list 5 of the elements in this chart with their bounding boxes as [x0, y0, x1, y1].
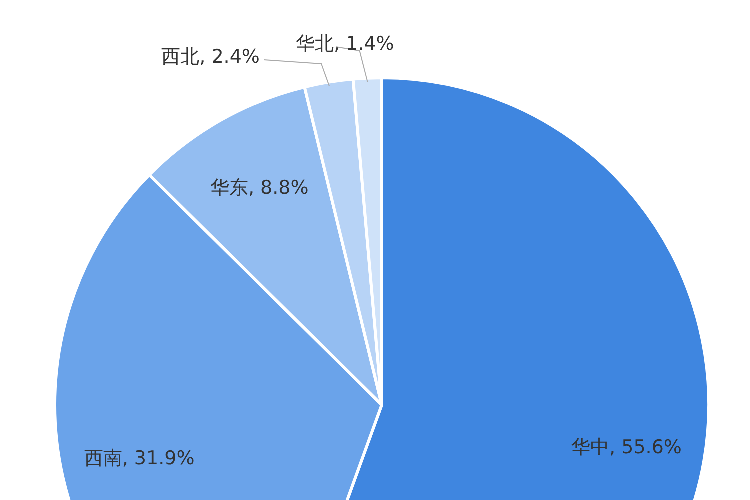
slice-label: 华中, 55.6%: [572, 436, 682, 458]
slice-label: 西南, 31.9%: [84, 448, 195, 470]
slice-label: 华北, 1.4%: [296, 33, 394, 56]
slice-label: 华东, 8.8%: [210, 176, 309, 199]
slice-label: 西北, 2.4%: [162, 46, 260, 68]
